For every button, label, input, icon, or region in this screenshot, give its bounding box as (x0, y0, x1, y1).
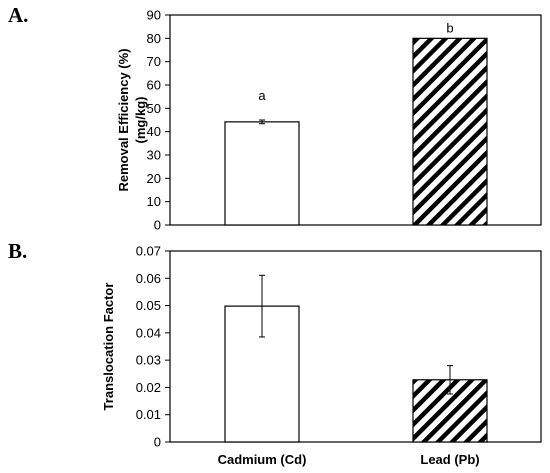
y-tick-label: 70 (147, 54, 161, 69)
y-tick-label: 20 (147, 171, 161, 186)
bar-cadmium (224, 121, 300, 226)
y-tick-label: 0.04 (136, 325, 161, 340)
panel-letter: B. (8, 239, 27, 263)
y-tick-label: 0.01 (136, 407, 161, 422)
y-axis-title-line: Removal Efficiency (%) (116, 48, 131, 191)
significance-letter: b (446, 20, 453, 35)
y-tick-label: 0 (154, 435, 161, 450)
x-category-label: Lead (Pb) (420, 452, 479, 467)
y-axis-title-line: (mg/kg) (133, 97, 148, 144)
y-tick-label: 0.07 (136, 244, 161, 259)
plot-frame (169, 250, 542, 443)
y-axis-title: Removal Efficiency (%) (mg/kg) (116, 48, 148, 191)
y-tick-label: 0.02 (136, 380, 161, 395)
x-category-label: Cadmium (Cd) (218, 452, 307, 467)
panel-b-translocation-factor: B. 0 0.01 0.02 0.03 0.04 0.05 0.06 0.07 Transloca… (8, 239, 542, 467)
bar-lead (412, 37, 488, 226)
y-tick-label: 60 (147, 78, 161, 93)
panel-a-removal-efficiency: A. 0 10 20 30 40 50 60 70 80 90 Removal Efficiency … (8, 3, 542, 233)
y-tick-label: 40 (147, 124, 161, 139)
plot-frame (169, 14, 542, 226)
y-tick-label: 0 (154, 218, 161, 233)
y-tick-label: 0.06 (136, 271, 161, 286)
y-tick-label: 30 (147, 148, 161, 163)
y-tick-label: 80 (147, 31, 161, 46)
y-tick-label: 0.05 (136, 298, 161, 313)
panel-letter: A. (8, 3, 28, 27)
y-tick-label: 50 (147, 101, 161, 116)
significance-letter: a (258, 88, 266, 103)
y-tick-label: 10 (147, 194, 161, 209)
y-tick-label: 0.03 (136, 353, 161, 368)
y-axis-title: Translocation Factor (101, 283, 116, 411)
y-tick-label: 90 (147, 8, 161, 23)
